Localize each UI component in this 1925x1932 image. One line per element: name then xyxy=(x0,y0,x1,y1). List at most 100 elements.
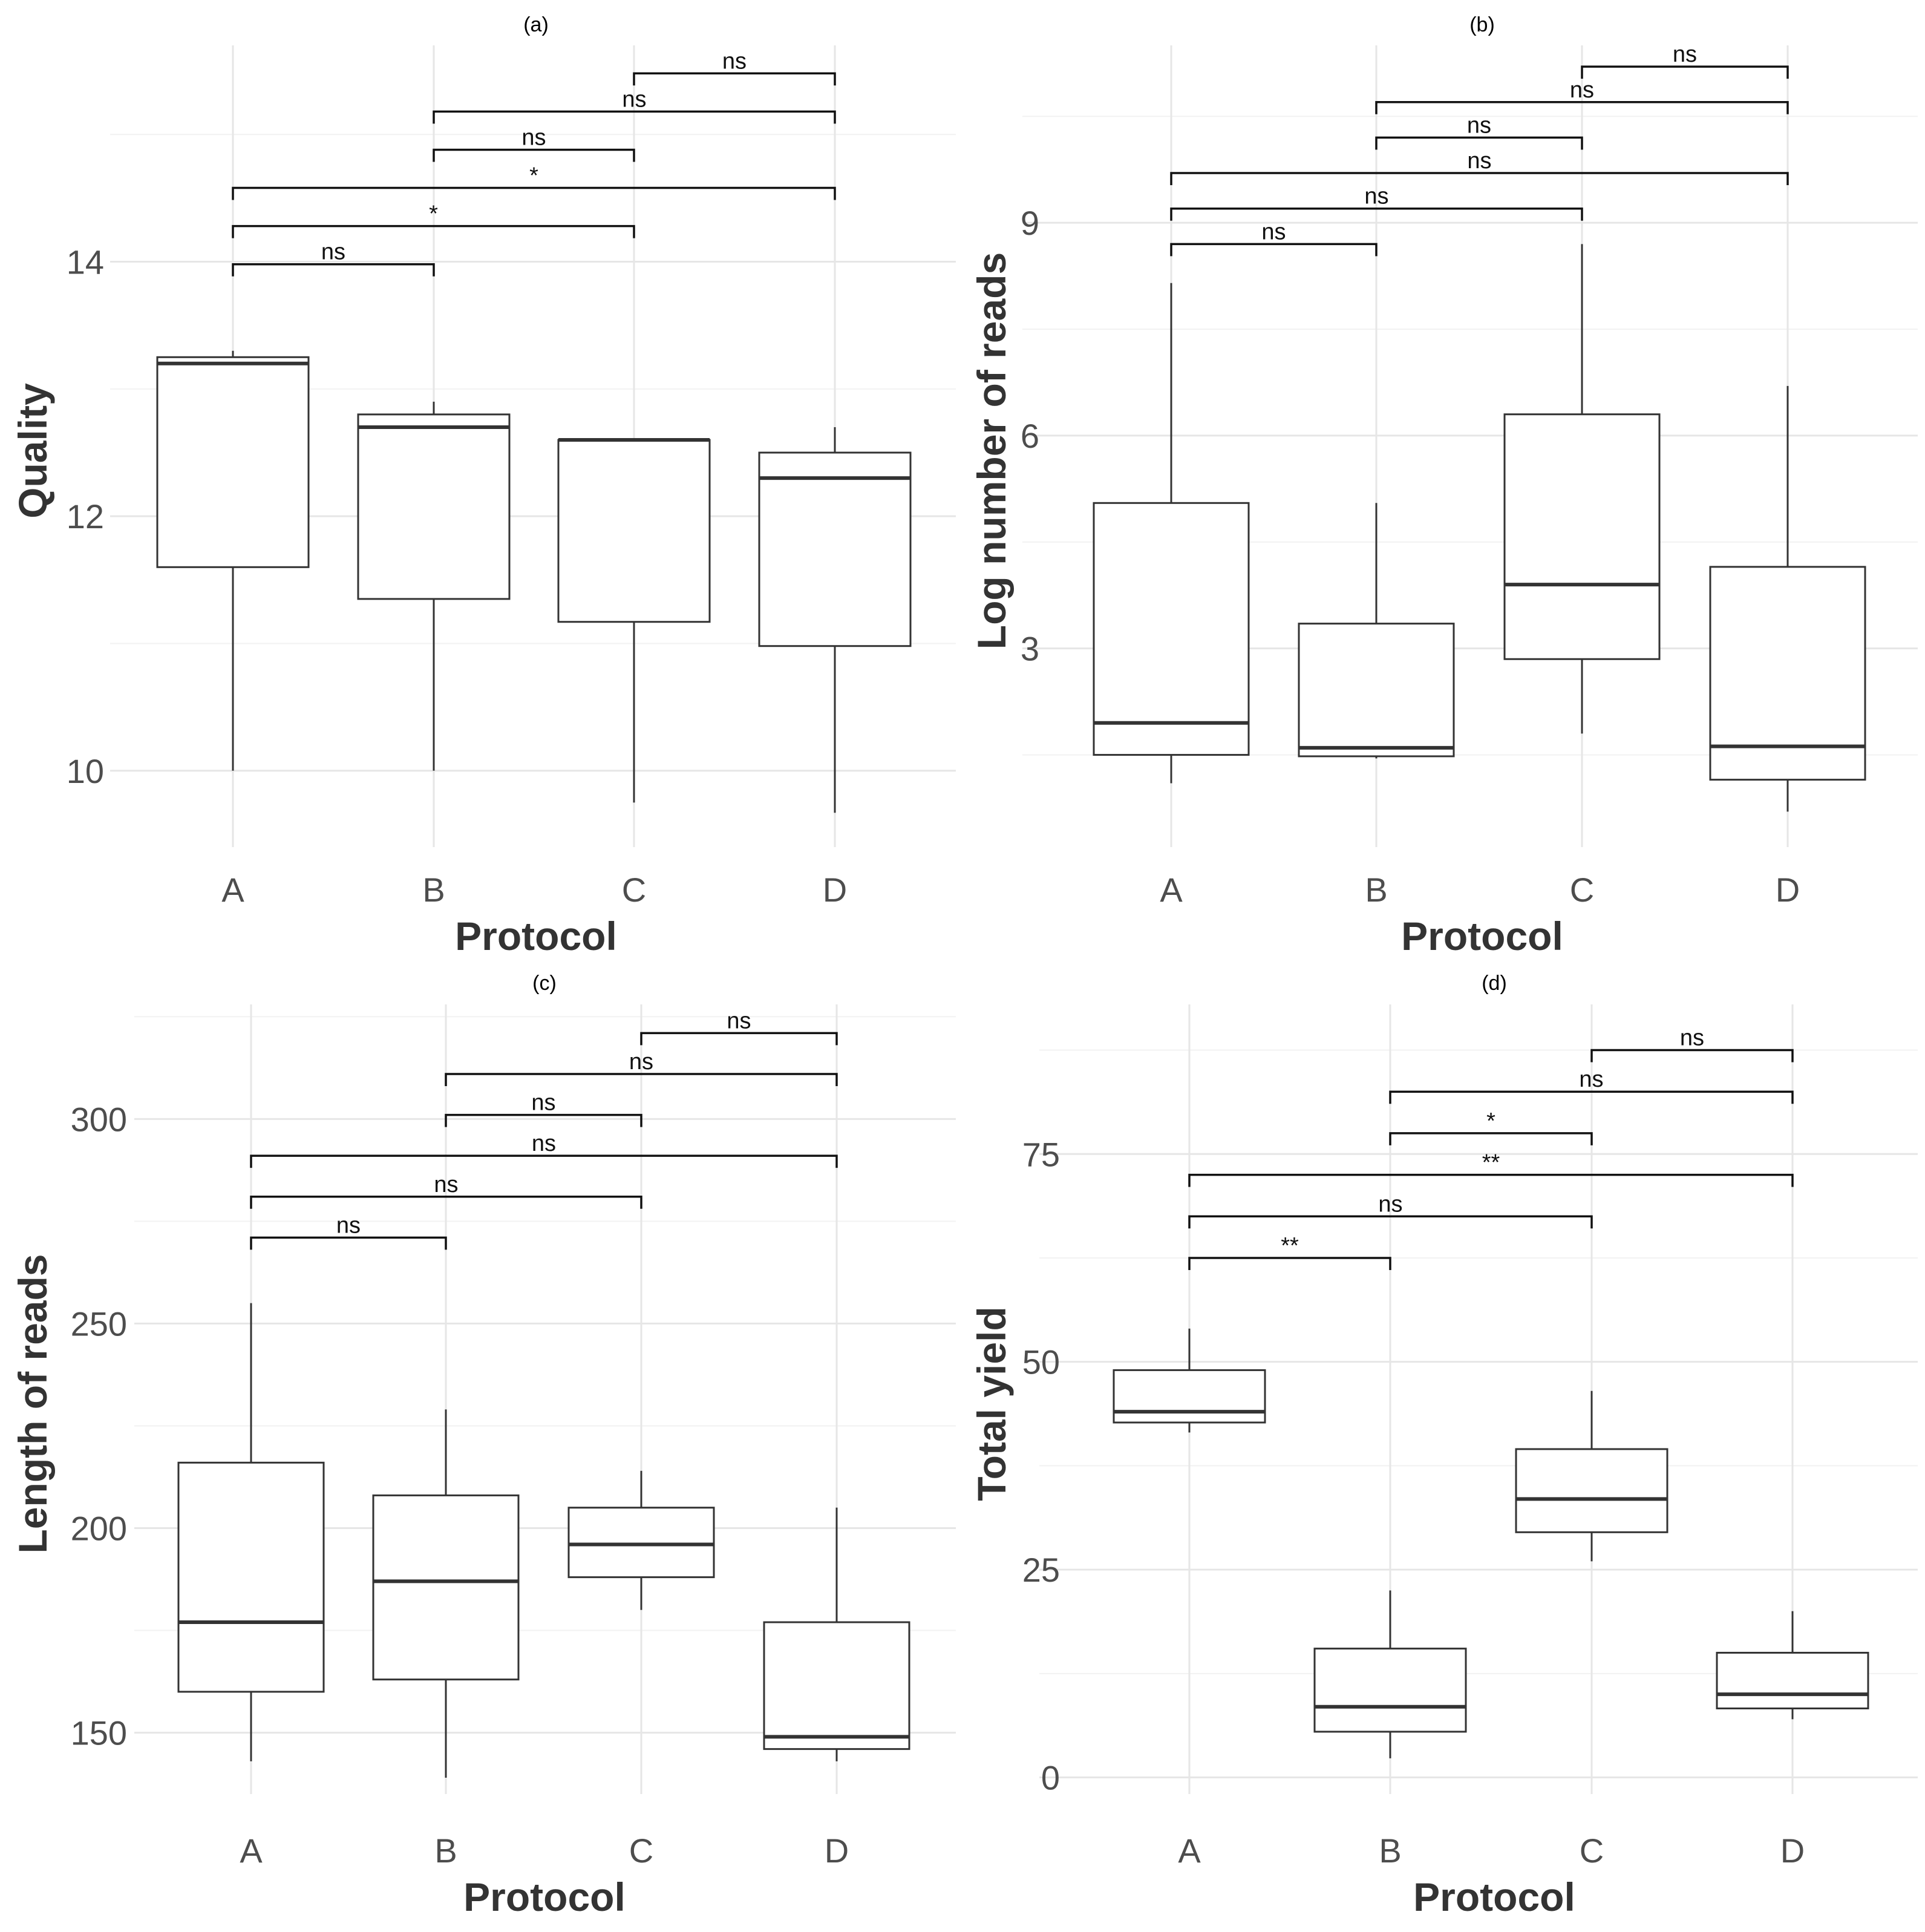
x-tick-label: C xyxy=(629,1832,653,1870)
box-iqr xyxy=(357,413,511,600)
box-D xyxy=(763,1507,910,1761)
box-D xyxy=(1709,385,1866,812)
y-tick-label: 6 xyxy=(1021,417,1039,455)
box-B xyxy=(1298,503,1455,759)
comparison-A-C: * xyxy=(232,201,635,238)
box-iqr xyxy=(557,439,711,623)
comparison-C-D: ns xyxy=(633,48,836,86)
comparison-A-B: ns xyxy=(250,1213,447,1250)
panel-title: (b) xyxy=(1469,13,1495,36)
x-tick-label: D xyxy=(1780,1832,1805,1870)
comparison-bracket xyxy=(640,1032,838,1046)
box-iqr xyxy=(763,1621,910,1750)
comparison-label: ns xyxy=(1364,184,1388,209)
comparison-label: ns xyxy=(622,87,646,112)
box-C xyxy=(567,1470,715,1610)
panel-b: 3 6 9 A B C Dns ns ns ns ns ns (b) Protocol Log number… xyxy=(969,13,1918,958)
box-C xyxy=(557,437,711,803)
x-tick-label: B xyxy=(1379,1832,1401,1870)
x-axis-title: Protocol xyxy=(1413,1875,1575,1919)
comparison-label: ns xyxy=(1673,42,1697,67)
x-axis-title: Protocol xyxy=(463,1875,626,1919)
comparison-bracket xyxy=(250,1196,642,1209)
comparison-label: ** xyxy=(1482,1150,1500,1176)
comparison-label: ns xyxy=(1579,1067,1603,1092)
box-A xyxy=(1093,283,1250,784)
comparison-bracket xyxy=(433,110,836,124)
x-tick-label: A xyxy=(221,871,244,909)
y-tick-label: 9 xyxy=(1021,204,1039,242)
y-tick-label: 10 xyxy=(67,752,104,790)
box-A xyxy=(177,1303,325,1761)
comparison-C-D: ns xyxy=(1581,42,1789,79)
box-A xyxy=(1113,1328,1266,1433)
comparison-bracket xyxy=(232,186,836,200)
box-D xyxy=(758,427,912,813)
y-tick-label: 200 xyxy=(71,1509,127,1547)
comparison-C-D: ns xyxy=(1590,1026,1794,1063)
comparison-B-D: ns xyxy=(1375,77,1789,114)
x-tick-label: D xyxy=(825,1832,849,1870)
comparison-label: ns xyxy=(1467,113,1491,138)
comparison-B-D: ns xyxy=(1389,1067,1794,1104)
comparison-A-B: ** xyxy=(1188,1233,1391,1270)
comparison-A-C: ns xyxy=(1188,1191,1593,1229)
comparison-A-B: ns xyxy=(1170,219,1378,257)
y-axis-title: Quality xyxy=(10,383,55,519)
comparison-A-D: ** xyxy=(1188,1150,1794,1187)
box-B xyxy=(372,1409,520,1778)
x-tick-label: B xyxy=(1365,871,1387,909)
comparison-label: ns xyxy=(336,1213,361,1238)
box-D xyxy=(1716,1611,1869,1720)
comparison-bracket xyxy=(1389,1090,1794,1104)
comparison-label: ns xyxy=(727,1008,751,1033)
box-iqr xyxy=(1503,413,1661,660)
comparison-C-D: ns xyxy=(640,1008,838,1046)
panel-title: (a) xyxy=(523,13,549,36)
comparison-bracket xyxy=(1590,1049,1794,1063)
y-tick-label: 150 xyxy=(71,1714,127,1752)
panel-c: 150 200 250 300 A B C Dns ns ns ns ns ns (c) Protocol L… xyxy=(10,972,956,1919)
y-tick-label: 250 xyxy=(71,1305,127,1343)
comparison-bracket xyxy=(1188,1173,1794,1187)
box-iqr xyxy=(177,1461,325,1693)
x-tick-label: B xyxy=(434,1832,457,1870)
box-iqr xyxy=(1093,502,1250,756)
x-tick-label: B xyxy=(422,871,445,909)
x-tick-label: A xyxy=(1178,1832,1201,1870)
comparison-label: ns xyxy=(521,125,546,150)
comparison-label: ns xyxy=(1680,1026,1704,1051)
x-tick-label: A xyxy=(240,1832,263,1870)
comparison-bracket xyxy=(1581,65,1789,79)
box-iqr xyxy=(1298,623,1455,758)
comparison-bracket xyxy=(1170,243,1378,257)
comparison-label: ns xyxy=(629,1049,653,1075)
comparison-bracket xyxy=(1170,207,1583,221)
comparison-label: ns xyxy=(1467,148,1491,174)
comparison-bracket xyxy=(232,224,635,238)
comparison-label: ns xyxy=(321,240,345,265)
box-iqr xyxy=(1515,1448,1668,1533)
x-tick-label: D xyxy=(1776,871,1800,909)
comparison-B-C: ns xyxy=(1375,113,1583,150)
box-A xyxy=(156,350,310,771)
box-iqr xyxy=(372,1494,520,1681)
y-axis-title: Length of reads xyxy=(10,1254,55,1553)
x-axis-title: Protocol xyxy=(1401,914,1563,958)
comparison-label: ns xyxy=(1570,77,1594,103)
comparison-B-C: ns xyxy=(445,1090,642,1127)
comparison-bracket xyxy=(445,1073,838,1086)
comparison-bracket xyxy=(250,1236,447,1250)
box-iqr xyxy=(1313,1648,1467,1733)
comparison-label: * xyxy=(429,201,438,227)
x-axis-title: Protocol xyxy=(455,914,617,958)
y-tick-label: 75 xyxy=(1022,1135,1060,1173)
panel-a: 10 12 14 A B C Dns * * ns ns ns (a) Protocol Quality xyxy=(10,13,956,958)
box-B xyxy=(1313,1590,1467,1758)
x-tick-label: C xyxy=(622,871,646,909)
comparison-A-C: ns xyxy=(250,1172,642,1209)
y-tick-label: 300 xyxy=(71,1100,127,1138)
panel-title: (d) xyxy=(1482,972,1507,995)
y-tick-label: 12 xyxy=(67,497,104,535)
